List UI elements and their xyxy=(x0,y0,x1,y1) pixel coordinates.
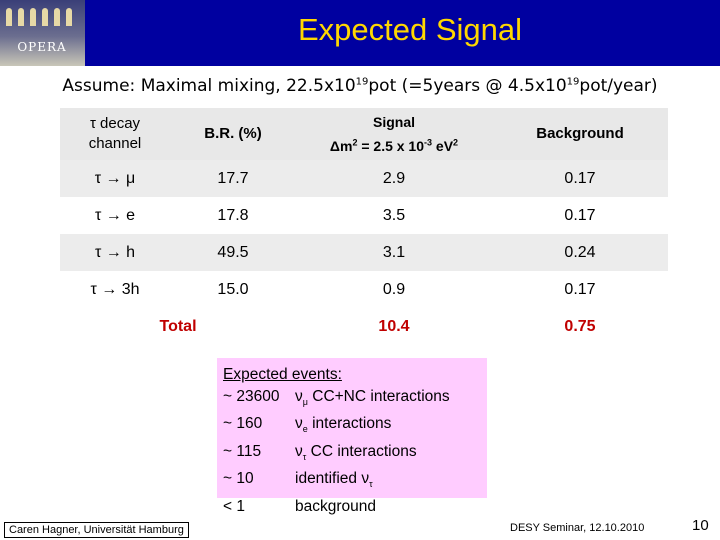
events-row: ~ 23600 νμ CC+NC interactions xyxy=(223,386,487,414)
assumption-exponent-1: 19 xyxy=(355,76,369,88)
events-row: ~ 160 νe interactions xyxy=(223,413,487,441)
table-total-row: Total 10.4 0.75 xyxy=(60,308,668,345)
assumption-middle: pot (=5years @ 4.5x10 xyxy=(368,76,567,96)
cell-channel: τ → e xyxy=(60,197,170,234)
cell-channel: τ → 3h xyxy=(60,271,170,308)
header-channel-line1: τ decay xyxy=(89,115,141,132)
table-row: τ → e 17.8 3.5 0.17 xyxy=(60,197,668,234)
header-background: Background xyxy=(492,108,668,160)
events-title: Expected events: xyxy=(223,366,342,383)
table-row: τ → μ 17.7 2.9 0.17 xyxy=(60,160,668,197)
events-row: < 1 background xyxy=(223,496,487,524)
assumption-suffix: pot/year) xyxy=(579,76,658,96)
page-number: 10 xyxy=(692,517,709,534)
slide-title: Expected Signal xyxy=(297,12,523,47)
header-br: B.R. (%) xyxy=(170,108,296,160)
footer-event: DESY Seminar, 12.10.2010 xyxy=(510,522,645,534)
cell-signal: 3.5 xyxy=(296,197,492,234)
events-nu: ν xyxy=(295,387,303,405)
total-label: Total xyxy=(60,308,296,345)
header-signal-exp2: -3 xyxy=(424,137,433,148)
cell-background: 0.17 xyxy=(492,271,668,308)
cell-br: 17.7 xyxy=(170,160,296,197)
header-signal-mid: = 2.5 x 10 xyxy=(357,137,425,154)
logo-arch-icon xyxy=(30,8,36,26)
events-flavor: e xyxy=(302,424,308,435)
cell-channel: τ → h xyxy=(60,234,170,271)
logo-arch-icon xyxy=(42,8,48,26)
total-background: 0.75 xyxy=(492,308,668,345)
events-nu: background xyxy=(295,497,377,515)
signal-table: τ decay channel B.R. (%) Signal Δm2 = 2.5 … xyxy=(60,108,668,345)
events-text: CC+NC interactions xyxy=(307,387,450,405)
cell-channel: τ → μ xyxy=(60,160,170,197)
header-signal: Signal Δm2 = 2.5 x 10-3 eV2 xyxy=(296,108,492,160)
events-flavor: τ xyxy=(302,451,307,462)
logo-arch-icon xyxy=(66,8,72,26)
header-signal-line1: Signal xyxy=(372,114,415,131)
cell-signal: 2.9 xyxy=(296,160,492,197)
cell-br: 49.5 xyxy=(170,234,296,271)
events-nu: ν xyxy=(295,442,303,460)
logo-arch-icon xyxy=(6,8,12,26)
events-text: interactions xyxy=(307,415,392,433)
header-signal-delta: Δm xyxy=(329,137,353,154)
title-bar: OPERA Expected Signal xyxy=(0,0,720,66)
events-nu: identified ν xyxy=(295,470,370,488)
cell-signal: 3.1 xyxy=(296,234,492,271)
logo-arch-icon xyxy=(18,8,24,26)
header-signal-unit: eV xyxy=(432,137,454,154)
header-channel: τ decay channel xyxy=(60,108,170,160)
events-text: CC interactions xyxy=(306,442,417,460)
events-count: ~ 115 xyxy=(223,442,262,460)
cell-signal: 0.9 xyxy=(296,271,492,308)
events-flavor: μ xyxy=(302,396,308,407)
footer-author: Caren Hagner, Universität Hamburg xyxy=(4,522,189,538)
logo-arch-icon xyxy=(54,8,60,26)
table-header-row: τ decay channel B.R. (%) Signal Δm2 = 2.5 … xyxy=(60,108,668,160)
assumption-exponent-2: 19 xyxy=(566,76,580,88)
opera-logo: OPERA xyxy=(0,0,85,66)
expected-events-box: Expected events: ~ 23600 νμ CC+NC interac… xyxy=(217,358,487,515)
events-row: ~ 115 ντ CC interactions xyxy=(223,441,487,469)
events-row: ~ 10 identified ντ xyxy=(223,468,487,496)
header-signal-exp1: 2 xyxy=(352,137,358,148)
events-count: ~ 160 xyxy=(223,415,263,433)
logo-text: OPERA xyxy=(17,40,67,54)
events-count: ~ 23600 xyxy=(223,387,280,405)
total-signal: 10.4 xyxy=(296,308,492,345)
cell-br: 17.8 xyxy=(170,197,296,234)
table-row: τ → 3h 15.0 0.9 0.17 xyxy=(60,271,668,308)
header-signal-exp3: 2 xyxy=(453,137,459,148)
header-channel-line2: channel xyxy=(88,135,142,152)
assumption-line: Assume: Maximal mixing, 22.5x1019pot (=5… xyxy=(10,76,710,96)
events-count: < 1 xyxy=(223,497,245,515)
cell-background: 0.17 xyxy=(492,160,668,197)
header-signal-line2: Δm2 = 2.5 x 10-3 eV2 xyxy=(329,137,459,154)
table-row: τ → h 49.5 3.1 0.24 xyxy=(60,234,668,271)
events-count: ~ 10 xyxy=(223,470,254,488)
assumption-prefix: Assume: Maximal mixing, 22.5x10 xyxy=(62,76,356,96)
cell-br: 15.0 xyxy=(170,271,296,308)
events-flavor: τ xyxy=(369,479,373,490)
cell-background: 0.17 xyxy=(492,197,668,234)
events-nu: ν xyxy=(295,415,303,433)
cell-background: 0.24 xyxy=(492,234,668,271)
